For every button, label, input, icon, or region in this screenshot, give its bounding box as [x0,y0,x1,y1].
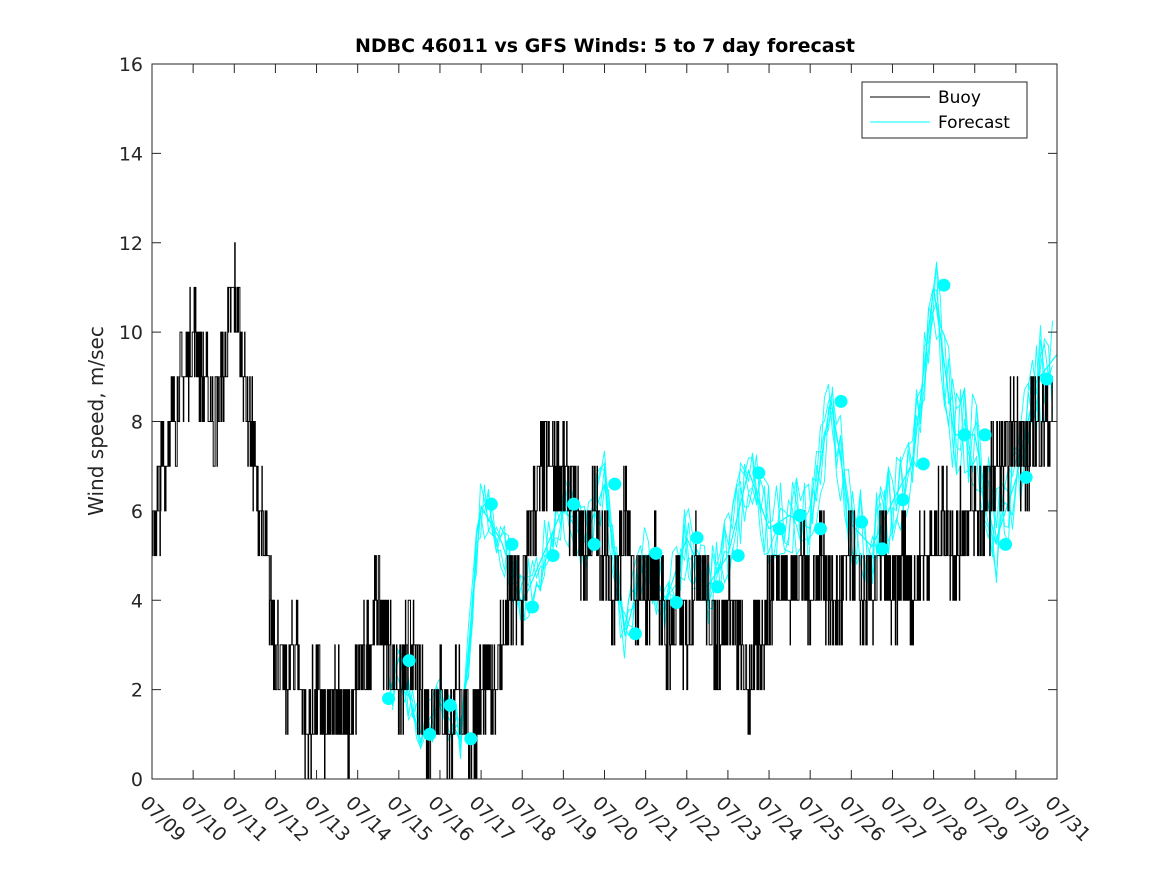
forecast-point [567,497,581,511]
x-tick-label: 07/14 [341,792,395,846]
forecast-point [999,537,1013,551]
forecast-point [875,542,889,556]
y-tick-label: 2 [131,680,143,702]
x-tick-label: 07/23 [711,792,765,846]
legend-box [861,81,1028,139]
x-tick-label: 07/21 [629,792,683,846]
x-tick-label: 07/11 [218,792,272,846]
forecast-point [628,627,642,641]
forecast-point [669,595,683,609]
x-tick-label: 07/28 [917,792,971,846]
y-tick-label: 10 [119,322,143,344]
y-tick-label: 0 [131,769,143,791]
x-tick-label: 07/27 [876,792,930,846]
forecast-series-line [387,287,1058,741]
y-tick-label: 4 [131,590,143,612]
forecast-point [546,549,560,563]
forecast-point [402,654,416,668]
x-tick-label: 07/18 [506,792,560,846]
x-tick-label: 07/22 [670,792,724,846]
x-tick-label: 07/19 [547,792,601,846]
chart-title: NDBC 46011 vs GFS Winds: 5 to 7 day fore… [355,35,855,57]
x-tick-label: 07/16 [423,792,477,846]
forecast-point [1040,372,1054,386]
forecast-point [649,546,663,560]
forecast-point [505,537,519,551]
forecast-point [711,580,725,594]
y-tick-label: 8 [131,412,143,434]
x-tick-label: 07/10 [177,792,231,846]
forecast-point [793,508,807,522]
forecast-point [978,428,992,442]
y-tick-label: 6 [131,501,143,523]
forecast-ensemble-line [396,311,1053,751]
legend: Buoy Forecast [861,81,1028,139]
legend-label-buoy: Buoy [938,88,981,108]
x-tick-label: 07/15 [382,792,436,846]
x-tick-label: 07/25 [794,792,848,846]
x-tick-label: 07/12 [259,792,313,846]
x-tick-label: 07/29 [958,792,1012,846]
forecast-point [731,549,745,563]
x-tick-label: 07/17 [465,792,519,846]
forecast-point [526,600,540,614]
forecast-point [937,278,951,292]
y-tick-label: 14 [119,143,143,165]
forecast-point [587,537,601,551]
forecast-point [916,457,930,471]
y-tick-label: 12 [119,233,143,255]
plot-area: 024681012141607/0907/1007/1107/1207/1307… [119,54,1095,846]
forecast-point [855,515,869,529]
forecast-point [690,531,704,545]
forecast-point [608,477,622,491]
forecast-point [484,497,498,511]
forecast-point [834,394,848,408]
x-tick-label: 07/13 [300,792,354,846]
forecast-point [957,428,971,442]
x-tick-label: 07/30 [999,792,1053,846]
y-tick-label: 16 [119,54,143,76]
y-axis-label: Wind speed, m/sec [84,326,108,516]
x-tick-label: 07/09 [135,792,189,846]
x-tick-label: 07/20 [588,792,642,846]
x-tick-label: 07/26 [835,792,889,846]
x-tick-label: 07/24 [753,792,807,846]
forecast-point [443,698,457,712]
forecast-point [752,466,766,480]
forecast-point [464,732,478,746]
forecast-point [382,692,396,706]
forecast-point [813,522,827,536]
legend-label-forecast: Forecast [938,113,1010,133]
forecast-point [423,727,437,741]
forecast-point [896,493,910,507]
x-tick-label: 07/31 [1040,792,1094,846]
forecast-point [1019,470,1033,484]
buoy-series-line [152,242,1057,780]
forecast-point [772,522,786,536]
